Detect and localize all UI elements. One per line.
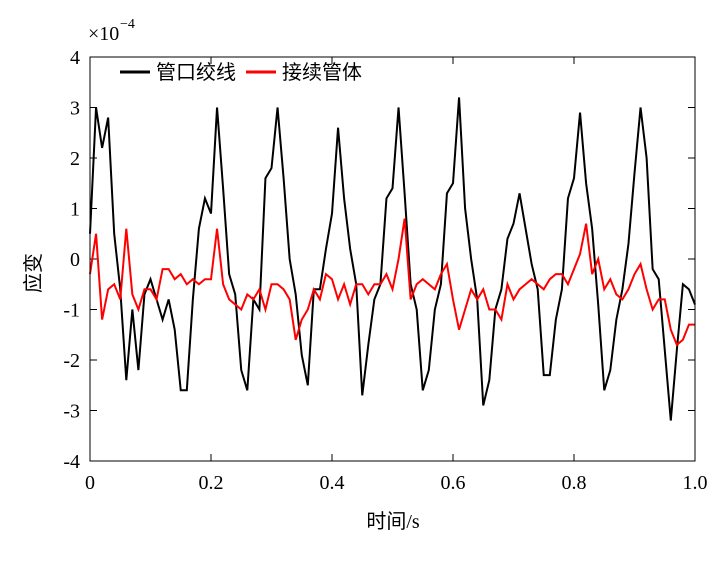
legend-label: 接续管体 xyxy=(282,61,362,84)
y-tick-label: 1 xyxy=(70,199,80,221)
y-axis-label: 应变 xyxy=(22,253,45,293)
x-tick-label: 1.0 xyxy=(683,472,708,494)
x-tick-label: 0.2 xyxy=(199,472,224,494)
x-tick-label: 0.8 xyxy=(562,472,587,494)
y-scale-exponent: −4 xyxy=(120,17,135,32)
line-series xyxy=(89,97,696,421)
x-tick-label: 0.4 xyxy=(320,472,345,494)
y-tick-label: -3 xyxy=(63,401,80,423)
x-tick-label: 0.6 xyxy=(441,472,466,494)
legend-label: 管口绞线 xyxy=(156,61,236,84)
y-tick-label: 4 xyxy=(70,47,80,69)
x-tick-label: 0 xyxy=(85,472,95,494)
y-tick-label: -4 xyxy=(63,451,80,473)
y-tick-label: 2 xyxy=(70,148,80,170)
line-series xyxy=(89,218,695,347)
y-tick-label: -2 xyxy=(63,350,80,372)
x-axis-label: 时间/s xyxy=(366,510,420,533)
y-scale-base: ×10 xyxy=(88,23,119,45)
plot-frame xyxy=(89,56,696,462)
y-tick-label: -1 xyxy=(63,300,80,322)
y-tick-label: 3 xyxy=(70,98,80,120)
y-tick-label: 0 xyxy=(70,249,80,271)
